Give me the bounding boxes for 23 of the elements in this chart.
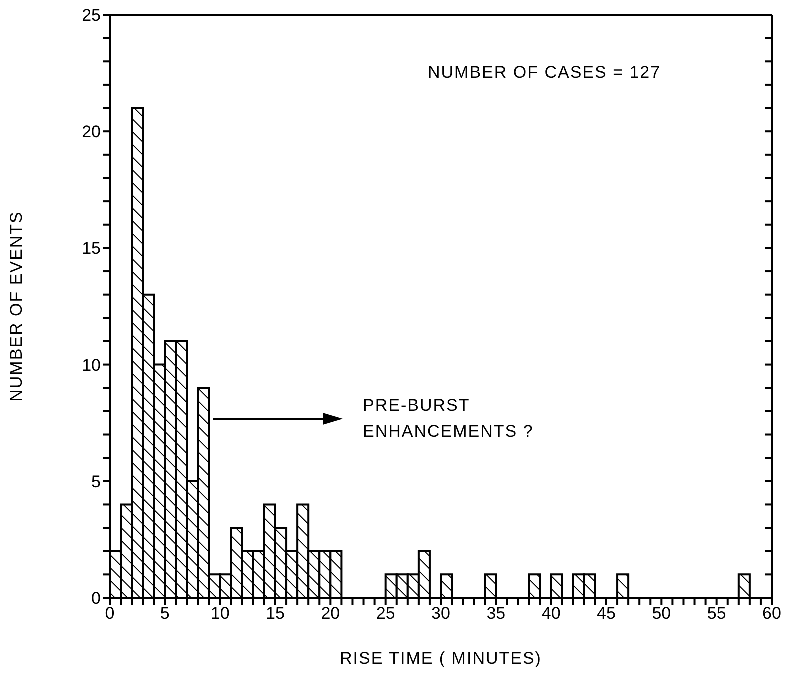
y-tick-label: 25 (82, 6, 101, 26)
x-tick-label: 60 (762, 604, 782, 624)
y-tick-label: 5 (92, 472, 101, 492)
x-tick-label: 10 (210, 604, 230, 624)
y-tick-label: 15 (82, 239, 101, 258)
x-tick-label: 25 (376, 604, 396, 624)
y-tick-label: 20 (82, 122, 101, 142)
y-tick-label: 10 (82, 356, 101, 375)
x-tick-label: 35 (486, 604, 506, 624)
x-tick-label: 45 (597, 604, 616, 624)
annotation: NUMBER OF CASES = 127 (428, 63, 662, 83)
y-tick-label: 0 (92, 589, 101, 608)
x-tick-label: 20 (321, 604, 340, 624)
x-tick-label: 0 (105, 604, 115, 624)
y-axis-title: NUMBER OF EVENTS (7, 211, 26, 402)
x-tick-label: 30 (432, 604, 450, 624)
x-tick-label: 55 (707, 604, 726, 624)
x-tick-label: 50 (652, 604, 672, 624)
x-tick-label: 40 (542, 604, 561, 624)
x-tick-label: 5 (160, 604, 170, 624)
x-tick-label: 15 (266, 604, 285, 624)
annotation: PRE-BURST ENHANCEMENTS ? (363, 395, 535, 443)
x-axis-title: RISE TIME ( MINUTES) (340, 649, 542, 668)
